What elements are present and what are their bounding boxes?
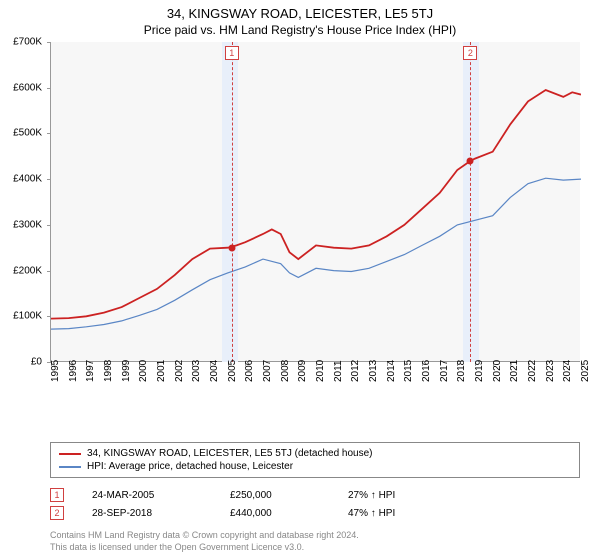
x-tick-label: 2017 (439, 360, 450, 382)
x-tick-label: 2002 (174, 360, 185, 382)
title-block: 34, KINGSWAY ROAD, LEICESTER, LE5 5TJ Pr… (0, 0, 600, 37)
chart-container: 34, KINGSWAY ROAD, LEICESTER, LE5 5TJ Pr… (0, 0, 600, 560)
x-tick-label: 2009 (297, 360, 308, 382)
series-hpi (51, 178, 581, 329)
line-svg (51, 42, 581, 362)
y-tick-label: £600K (13, 82, 42, 93)
x-tick-label: 2019 (474, 360, 485, 382)
x-tick-label: 2025 (580, 360, 591, 382)
sale-row-marker: 2 (50, 506, 64, 520)
legend-row: 34, KINGSWAY ROAD, LEICESTER, LE5 5TJ (d… (59, 447, 571, 460)
x-tick-label: 1995 (50, 360, 61, 382)
title-sub: Price paid vs. HM Land Registry's House … (0, 23, 600, 37)
y-tick-label: £700K (13, 37, 42, 48)
x-tick-label: 2010 (315, 360, 326, 382)
y-tick-label: £500K (13, 128, 42, 139)
sale-row: 1 24-MAR-2005 £250,000 27% ↑ HPI (50, 486, 580, 504)
sale-dot (228, 244, 235, 251)
legend-label: HPI: Average price, detached house, Leic… (87, 461, 293, 472)
legend-block: 34, KINGSWAY ROAD, LEICESTER, LE5 5TJ (d… (50, 442, 580, 553)
sale-row-delta: 47% ↑ HPI (348, 508, 438, 519)
sale-dot (467, 157, 474, 164)
y-tick-mark (47, 88, 51, 89)
x-tick-label: 2005 (227, 360, 238, 382)
x-tick-label: 2023 (545, 360, 556, 382)
y-tick-label: £400K (13, 174, 42, 185)
sale-row-price: £250,000 (230, 490, 320, 501)
y-tick-mark (47, 42, 51, 43)
legend-swatch (59, 466, 81, 468)
x-tick-label: 2014 (386, 360, 397, 382)
x-tick-label: 2013 (368, 360, 379, 382)
x-tick-label: 2021 (509, 360, 520, 382)
x-tick-label: 2015 (403, 360, 414, 382)
x-tick-label: 2004 (209, 360, 220, 382)
y-tick-mark (47, 271, 51, 272)
y-tick-mark (47, 316, 51, 317)
x-tick-label: 2024 (562, 360, 573, 382)
sale-row-price: £440,000 (230, 508, 320, 519)
sale-row: 2 28-SEP-2018 £440,000 47% ↑ HPI (50, 504, 580, 522)
x-tick-label: 2007 (262, 360, 273, 382)
y-tick-mark (47, 133, 51, 134)
y-tick-mark (47, 179, 51, 180)
x-tick-label: 2011 (333, 360, 344, 382)
sale-row-delta: 27% ↑ HPI (348, 490, 438, 501)
legend-swatch (59, 453, 81, 455)
footnote: Contains HM Land Registry data © Crown c… (50, 530, 580, 553)
x-tick-label: 2022 (527, 360, 538, 382)
title-main: 34, KINGSWAY ROAD, LEICESTER, LE5 5TJ (0, 6, 600, 21)
y-tick-label: £0 (31, 357, 42, 368)
x-tick-label: 1996 (68, 360, 79, 382)
sale-marker-box: 2 (463, 46, 477, 60)
x-tick-label: 2001 (156, 360, 167, 382)
x-tick-label: 2006 (244, 360, 255, 382)
sale-row-date: 24-MAR-2005 (92, 490, 202, 501)
x-tick-label: 1997 (85, 360, 96, 382)
legend-box: 34, KINGSWAY ROAD, LEICESTER, LE5 5TJ (d… (50, 442, 580, 478)
legend-label: 34, KINGSWAY ROAD, LEICESTER, LE5 5TJ (d… (87, 448, 373, 459)
x-tick-label: 1998 (103, 360, 114, 382)
y-tick-label: £100K (13, 311, 42, 322)
legend-row: HPI: Average price, detached house, Leic… (59, 460, 571, 473)
series-property (51, 90, 581, 319)
x-tick-label: 2003 (191, 360, 202, 382)
x-tick-label: 2008 (280, 360, 291, 382)
y-tick-mark (47, 225, 51, 226)
x-tick-label: 2018 (456, 360, 467, 382)
footnote-line1: Contains HM Land Registry data © Crown c… (50, 530, 580, 542)
chart-area: 12 £0£100K£200K£300K£400K£500K£600K£700K… (50, 42, 580, 392)
x-tick-label: 2012 (350, 360, 361, 382)
footnote-line2: This data is licensed under the Open Gov… (50, 542, 580, 554)
x-tick-label: 2000 (138, 360, 149, 382)
plot-area: 12 (50, 42, 580, 362)
sale-row-date: 28-SEP-2018 (92, 508, 202, 519)
x-tick-label: 2016 (421, 360, 432, 382)
sale-vline (470, 42, 471, 362)
sale-rows: 1 24-MAR-2005 £250,000 27% ↑ HPI 2 28-SEP-201… (50, 486, 580, 522)
sale-row-marker: 1 (50, 488, 64, 502)
sale-marker-box: 1 (225, 46, 239, 60)
x-tick-label: 1999 (121, 360, 132, 382)
x-tick-label: 2020 (492, 360, 503, 382)
y-tick-label: £300K (13, 219, 42, 230)
y-tick-label: £200K (13, 265, 42, 276)
sale-vline (232, 42, 233, 362)
